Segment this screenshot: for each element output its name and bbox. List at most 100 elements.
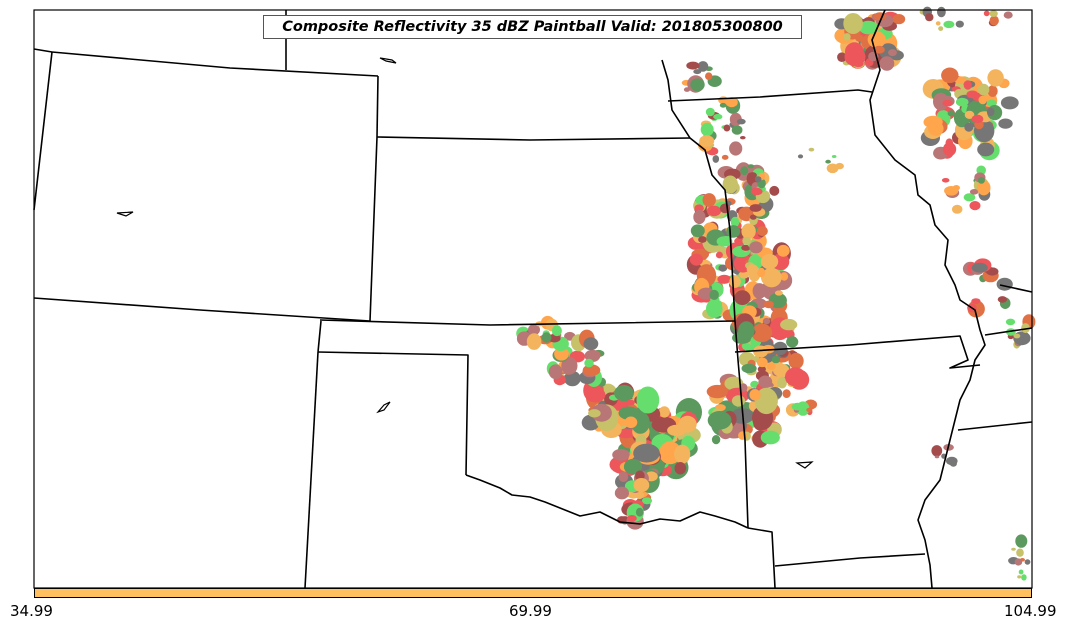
- boundary-ar-la: [774, 553, 926, 567]
- reflectivity-blob: [528, 324, 540, 336]
- reflectivity-blob: [797, 154, 804, 159]
- reflectivity-blob: [969, 201, 981, 211]
- reflectivity-blob: [751, 323, 773, 343]
- reflectivity-blob: [705, 72, 713, 80]
- boundary-mo-river: [661, 59, 736, 322]
- reflectivity-blob: [627, 515, 637, 522]
- reflectivity-blob: [788, 352, 804, 370]
- reflectivity-blob: [749, 241, 763, 254]
- reflectivity-blob: [1024, 559, 1031, 565]
- reflectivity-blob: [561, 356, 578, 375]
- reflectivity-blob: [690, 78, 705, 92]
- reflectivity-blob: [753, 416, 768, 431]
- reflectivity-blob: [925, 13, 934, 22]
- colorbar-tick-max: 104.99: [1004, 602, 1057, 620]
- reflectivity-blob: [1015, 534, 1028, 548]
- reflectivity-blob: [667, 424, 687, 437]
- reflectivity-blob: [754, 176, 762, 183]
- reflectivity-blob: [760, 253, 779, 270]
- reflectivity-blob: [722, 175, 738, 194]
- reflectivity-blob: [697, 61, 709, 72]
- reflectivity-blob: [782, 389, 791, 398]
- reflectivity-blob: [633, 443, 660, 463]
- reflectivity-blob: [808, 147, 815, 152]
- reflectivity-blob: [715, 251, 723, 259]
- reflectivity-blob: [977, 142, 995, 157]
- reflectivity-blob: [941, 178, 950, 183]
- reflectivity-blob: [867, 31, 886, 48]
- reflectivity-blob: [626, 399, 635, 406]
- reflectivity-blob: [955, 97, 969, 107]
- boundary-nebraska-panhandle-north: [51, 51, 379, 77]
- reflectivity-blob: [700, 122, 714, 137]
- reflectivity-blob: [786, 336, 799, 348]
- reflectivity-blob: [736, 118, 746, 125]
- reflectivity-blob: [614, 486, 630, 500]
- reflectivity-blob: [582, 364, 601, 377]
- reflectivity-blob: [997, 296, 1008, 303]
- reflectivity-blob: [771, 355, 781, 364]
- boundary-ok-ar: [734, 320, 749, 529]
- reflectivity-blob: [706, 205, 722, 217]
- boundary-ky-tn: [984, 327, 1033, 336]
- reflectivity-blob: [730, 216, 740, 228]
- reflectivity-blob: [716, 236, 733, 247]
- reflectivity-blob: [931, 445, 943, 457]
- boundary-wyoming-west: [33, 51, 53, 211]
- reflectivity-blob: [721, 154, 729, 160]
- reflectivity-blob: [612, 448, 630, 461]
- reflectivity-blob: [723, 124, 731, 132]
- reflectivity-blob: [773, 341, 788, 356]
- reflectivity-blob: [873, 12, 887, 21]
- reflectivity-blob: [709, 289, 719, 300]
- reflectivity-blob: [776, 244, 790, 257]
- reflectivity-blob: [725, 97, 738, 108]
- reflectivity-blob: [742, 237, 752, 245]
- reflectivity-blob: [977, 83, 990, 96]
- reflectivity-blob: [1013, 331, 1031, 346]
- reflectivity-blob: [749, 204, 762, 212]
- reflectivity-blob: [983, 10, 990, 17]
- reflectivity-blob: [741, 223, 756, 240]
- reflectivity-blob: [951, 204, 963, 214]
- reflectivity-blob: [831, 155, 837, 158]
- reflectivity-blob: [780, 318, 798, 331]
- reflectivity-blob: [614, 385, 634, 402]
- reflectivity-blob: [937, 6, 946, 18]
- reflectivity-blob: [1000, 96, 1019, 110]
- reflectivity-blob: [934, 455, 940, 459]
- reflectivity-blob: [749, 214, 757, 220]
- boundary-panhandle: [317, 351, 469, 476]
- boundary-wyoming-north: [33, 48, 53, 53]
- colorbar: [34, 588, 1032, 598]
- reflectivity-blob: [588, 409, 601, 418]
- boundary-nm-tx: [304, 351, 319, 589]
- boundary-mississippi: [869, 9, 986, 589]
- reflectivity-blob: [694, 204, 704, 212]
- reflectivity-blob: [583, 337, 599, 351]
- reflectivity-blob: [706, 270, 715, 278]
- boundary-ne-co-west: [376, 75, 379, 138]
- reflectivity-blob: [658, 406, 670, 418]
- reflectivity-blob: [734, 290, 751, 306]
- lake-3: [376, 401, 391, 414]
- reflectivity-blob: [753, 345, 769, 358]
- reflectivity-blob: [690, 224, 705, 238]
- lake-4: [795, 461, 814, 469]
- lake-1: [379, 57, 397, 64]
- reflectivity-blob: [942, 99, 953, 107]
- reflectivity-blob: [752, 283, 767, 299]
- reflectivity-blob: [989, 10, 998, 17]
- reflectivity-blob: [935, 21, 941, 26]
- reflectivity-blob: [719, 102, 727, 108]
- reflectivity-blob: [938, 26, 944, 31]
- reflectivity-blob: [747, 164, 755, 169]
- reflectivity-blob: [1013, 333, 1021, 339]
- boundary-tx-la: [747, 527, 776, 589]
- reflectivity-blob: [624, 416, 638, 429]
- reflectivity-blob: [633, 478, 650, 493]
- reflectivity-blob: [825, 159, 831, 164]
- reflectivity-blob: [977, 180, 991, 196]
- reflectivity-blob: [674, 462, 687, 475]
